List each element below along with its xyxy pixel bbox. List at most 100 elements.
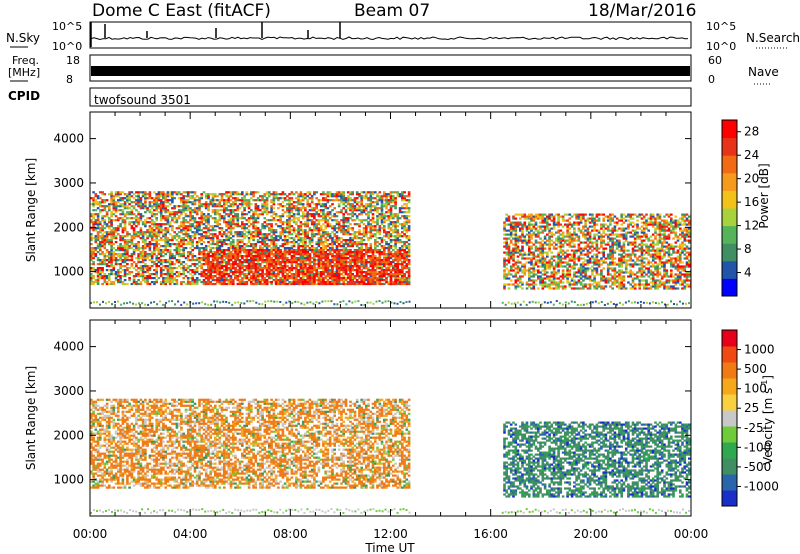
heatmap-cell <box>207 271 210 274</box>
heatmap-cell <box>94 227 98 230</box>
heatmap-cell <box>326 275 330 278</box>
heatmap-cell <box>103 205 107 208</box>
heatmap-cell <box>236 263 240 266</box>
heatmap-cell <box>281 267 285 270</box>
heatmap-cell <box>342 191 345 194</box>
heatmap-cell <box>229 269 233 272</box>
heatmap-cell <box>184 267 188 270</box>
heatmap-cell <box>141 257 145 260</box>
heatmap-cell <box>268 249 271 252</box>
heatmap-cell <box>130 263 134 266</box>
heatmap-cell <box>401 241 404 244</box>
heatmap-cell <box>214 209 217 212</box>
heatmap-cell <box>342 195 345 198</box>
heatmap-cell <box>204 257 208 260</box>
heatmap-cell <box>308 213 312 216</box>
heatmap-cell <box>297 207 300 210</box>
heatmap-cell <box>130 282 134 286</box>
heatmap-cell <box>241 225 244 228</box>
heatmap-cell <box>387 235 391 238</box>
heatmap-cell <box>191 253 194 256</box>
heatmap-cell <box>218 231 222 234</box>
heatmap-cell <box>365 233 368 236</box>
heatmap-cell <box>137 259 140 262</box>
heatmap-cell <box>322 229 325 232</box>
heatmap-cell <box>297 227 300 230</box>
heatmap-cell <box>110 241 113 244</box>
heatmap-cell <box>157 225 161 228</box>
heatmap-cell <box>272 265 276 268</box>
heatmap-cell <box>286 257 289 260</box>
heatmap-cell <box>110 261 113 264</box>
heatmap-cell <box>164 193 167 196</box>
heatmap-cell <box>331 243 334 246</box>
heatmap-cell <box>164 245 167 248</box>
heatmap-cell <box>265 261 269 264</box>
heatmap-cell <box>387 227 391 230</box>
heatmap-cell <box>362 227 366 230</box>
heatmap-cell <box>99 247 102 250</box>
heatmap-cell <box>360 201 363 204</box>
heatmap-cell <box>351 213 354 216</box>
heatmap-cell <box>292 231 296 234</box>
heatmap-cell <box>123 203 127 206</box>
heatmap-cell <box>112 282 116 286</box>
heatmap-cell <box>110 201 113 204</box>
heatmap-cell <box>324 215 327 218</box>
heatmap-cell <box>277 225 280 228</box>
heatmap-cell <box>376 215 379 218</box>
heatmap-cell <box>263 205 267 208</box>
heatmap-cell <box>322 267 325 270</box>
heatmap-cell <box>342 215 345 218</box>
heatmap-cell <box>360 233 363 236</box>
heatmap-cell <box>171 253 174 256</box>
heatmap-cell <box>301 215 305 218</box>
heatmap-cell <box>313 217 316 220</box>
heatmap-cell <box>355 245 359 248</box>
heatmap-cell <box>319 215 323 218</box>
heatmap-cell <box>130 255 134 258</box>
heatmap-cell <box>349 243 352 246</box>
heatmap-cell <box>101 235 104 238</box>
heatmap-cell <box>292 207 296 210</box>
heatmap-cell <box>207 269 210 272</box>
heatmap-cell <box>252 219 255 222</box>
heatmap-cell <box>265 269 269 272</box>
heatmap-cell <box>394 225 397 228</box>
heatmap-cell <box>254 211 258 214</box>
heatmap-cell <box>193 271 197 274</box>
heatmap-cell <box>193 217 197 220</box>
heatmap-cell <box>317 209 321 212</box>
heatmap-cell <box>344 257 348 260</box>
heatmap-cell <box>155 245 158 248</box>
heatmap-cell <box>261 267 264 270</box>
heatmap-cell <box>331 231 334 234</box>
heatmap-cell <box>121 205 125 208</box>
heatmap-cell <box>358 195 361 198</box>
heatmap-cell <box>108 259 111 262</box>
heatmap-cell <box>261 275 264 278</box>
heatmap-cell <box>286 223 289 226</box>
heatmap-cell <box>218 265 222 268</box>
heatmap-cell <box>96 247 100 250</box>
heatmap-cell <box>121 217 125 220</box>
heatmap-cell <box>225 261 228 264</box>
heatmap-cell <box>123 265 127 268</box>
heatmap-cell <box>141 279 145 282</box>
heatmap-cell <box>277 235 280 238</box>
heatmap-cell <box>245 231 249 234</box>
heatmap-cell <box>326 235 330 238</box>
heatmap-cell <box>256 207 260 210</box>
heatmap-cell <box>234 197 237 200</box>
heatmap-cell <box>385 207 388 210</box>
heatmap-cell <box>232 203 235 206</box>
heatmap-cell <box>229 219 233 222</box>
heatmap-cell <box>173 231 176 234</box>
heatmap-cell <box>268 193 271 196</box>
heatmap-cell <box>150 257 154 260</box>
heatmap-cell <box>177 245 181 248</box>
heatmap-cell <box>261 273 264 276</box>
heatmap-cell <box>157 261 161 264</box>
heatmap-cell <box>245 193 249 196</box>
heatmap-cell <box>389 271 393 274</box>
